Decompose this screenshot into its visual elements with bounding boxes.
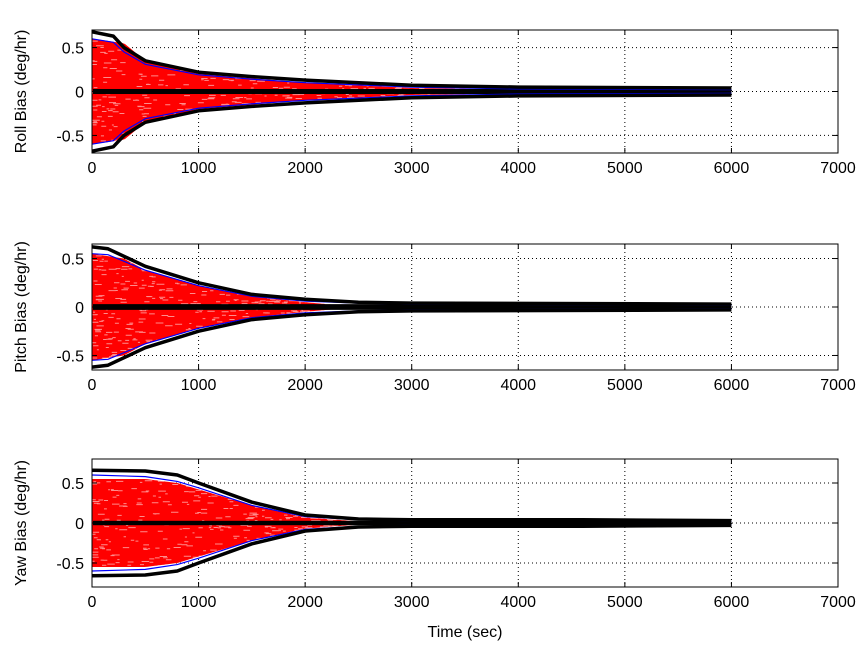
x-tick-label: 6000 [714, 160, 750, 177]
x-tick-label: 6000 [714, 377, 750, 394]
x-tick-label: 2000 [287, 594, 323, 611]
y-tick-label: 0 [75, 85, 84, 102]
envelope-line-upper [91, 30, 732, 90]
subplot-2: 0 1000 2000 3000 4000 5000 6000 70000.50-0.5Pit… [13, 241, 856, 394]
x-tick-label: 4000 [500, 594, 536, 611]
y-tick-label: 0.5 [62, 476, 84, 493]
x-tick-label: 3000 [394, 594, 430, 611]
y-axis-label: Yaw Bias (deg/hr) [13, 460, 30, 586]
x-tick-label: 2000 [287, 377, 323, 394]
x-tick-label: 4000 [500, 377, 536, 394]
envelope-line-lower [91, 308, 732, 369]
y-tick-label: 0 [75, 300, 84, 317]
x-tick-label: 5000 [607, 594, 643, 611]
sigma-line-lower [91, 92, 732, 145]
envelope-line-upper [91, 468, 732, 523]
x-axis-label: Time (sec) [428, 624, 503, 641]
x-tick-label: 1000 [181, 377, 217, 394]
x-tick-label: 1000 [181, 160, 217, 177]
y-axis-label: Roll Bias (deg/hr) [13, 30, 30, 154]
y-axis-label: Pitch Bias (deg/hr) [13, 241, 30, 373]
x-tick-label: 0 [88, 594, 97, 611]
zero-band [93, 520, 732, 526]
x-tick-label: 2000 [287, 160, 323, 177]
envelope-line-lower [91, 523, 732, 578]
x-tick-label: 3000 [394, 160, 430, 177]
subplot-1: 0 1000 2000 3000 4000 5000 6000 70000.50-0.5Rol… [13, 29, 856, 177]
zero-band [93, 304, 732, 310]
x-tick-label: 3000 [394, 377, 430, 394]
x-tick-label: 1000 [181, 594, 217, 611]
envelope-line-lower [91, 93, 732, 153]
x-tick-label: 7000 [820, 594, 856, 611]
y-tick-label: 0.5 [62, 41, 84, 58]
subplot-3: 0 1000 2000 3000 4000 5000 6000 7000 0.5 0 -0.5 Yaw… [13, 458, 856, 641]
x-tick-label: 5000 [607, 160, 643, 177]
x-tick-label: 4000 [500, 160, 536, 177]
x-tick-label: 0 [88, 160, 97, 177]
x-tick-label: 0 [88, 377, 97, 394]
y-tick-label: -0.5 [56, 556, 84, 573]
y-tick-label: -0.5 [56, 348, 84, 365]
x-tick-label: 7000 [820, 377, 856, 394]
x-tick-label: 6000 [714, 594, 750, 611]
sigma-line-upper [91, 38, 732, 91]
y-tick-label: 0 [75, 516, 84, 533]
envelope-line-upper [91, 245, 732, 306]
y-tick-label: 0.5 [62, 252, 84, 269]
zero-band [93, 88, 732, 95]
x-tick-label: 5000 [607, 377, 643, 394]
y-tick-label: -0.5 [56, 128, 84, 145]
x-tick-label: 7000 [820, 160, 856, 177]
